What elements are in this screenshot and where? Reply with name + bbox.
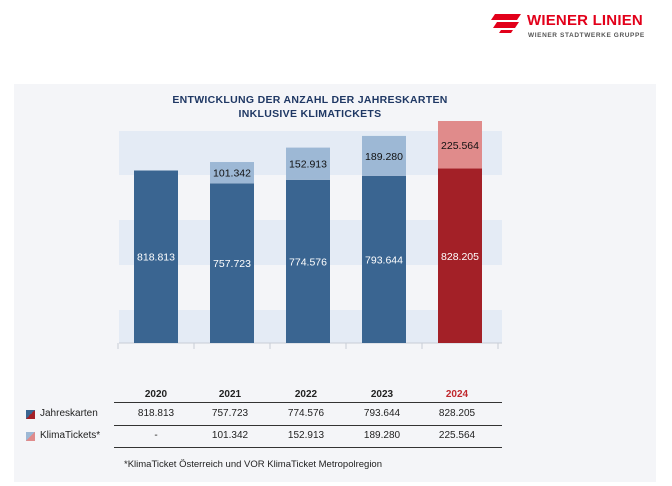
logo-brand-text: WIENER LINIEN <box>527 12 643 29</box>
wiener-linien-logo-icon <box>491 14 521 33</box>
bar-klimatickets <box>362 135 406 176</box>
chart-title-line-2: INKLUSIVE KLIMATICKETS <box>238 108 382 120</box>
bar-jahreskarten <box>362 175 406 343</box>
wiener-linien-logo: WIENER LINIEN WIENER STADTWERKE GRUPPE <box>491 8 663 46</box>
data-label-klimatickets: 101.342 <box>213 168 251 180</box>
chart-title-line-1: ENTWICKLUNG DER ANZAHL DER JAHRESKARTEN <box>172 94 448 106</box>
bar-klimatickets <box>210 162 254 184</box>
data-label-jahreskarten: 757.723 <box>213 258 251 270</box>
bar-jahreskarten <box>134 170 178 343</box>
data-label-klimatickets: 152.913 <box>289 159 327 171</box>
footnote: *KlimaTicket Österreich und VOR KlimaTic… <box>124 459 382 470</box>
bar-klimatickets <box>438 121 482 169</box>
logo-subtitle: WIENER STADTWERKE GRUPPE <box>528 32 645 39</box>
data-label-jahreskarten: 818.813 <box>137 252 175 264</box>
data-label-klimatickets: 189.280 <box>365 151 403 163</box>
bar-jahreskarten <box>210 183 254 343</box>
data-label-klimatickets: 225.564 <box>441 140 479 152</box>
data-label-jahreskarten: 774.576 <box>289 256 327 268</box>
bar-jahreskarten <box>286 179 330 343</box>
bar-klimatickets <box>286 147 330 180</box>
data-label-jahreskarten: 828.205 <box>441 251 479 263</box>
bar-jahreskarten <box>438 168 482 343</box>
data-label-jahreskarten: 793.644 <box>365 254 403 266</box>
